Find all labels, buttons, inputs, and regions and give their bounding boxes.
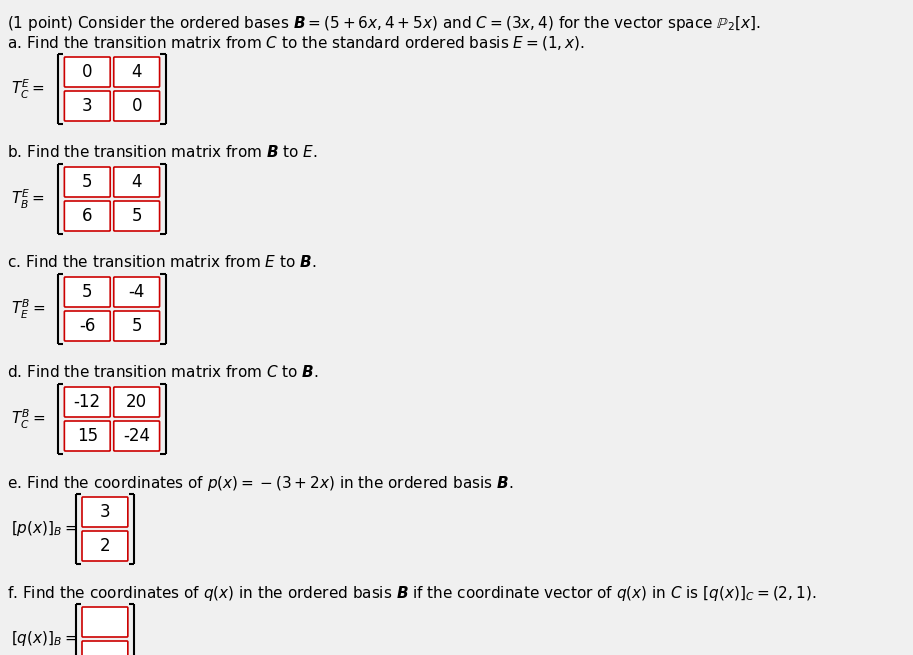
Text: 20: 20 bbox=[126, 393, 147, 411]
FancyBboxPatch shape bbox=[82, 641, 128, 655]
Text: $T_B^E =$: $T_B^E =$ bbox=[11, 187, 45, 211]
FancyBboxPatch shape bbox=[82, 607, 128, 637]
Text: 2: 2 bbox=[100, 537, 110, 555]
FancyBboxPatch shape bbox=[114, 91, 160, 121]
FancyBboxPatch shape bbox=[64, 57, 110, 87]
Text: 6: 6 bbox=[82, 207, 92, 225]
Text: $T_E^B =$: $T_E^B =$ bbox=[11, 297, 45, 320]
Text: $[q(x)]_B =$: $[q(x)]_B =$ bbox=[11, 629, 77, 648]
Text: 5: 5 bbox=[131, 207, 142, 225]
Text: $T_C^B =$: $T_C^B =$ bbox=[11, 407, 45, 430]
FancyBboxPatch shape bbox=[64, 311, 110, 341]
Text: 4: 4 bbox=[131, 63, 142, 81]
Text: 0: 0 bbox=[131, 97, 142, 115]
FancyBboxPatch shape bbox=[114, 311, 160, 341]
FancyBboxPatch shape bbox=[114, 201, 160, 231]
FancyBboxPatch shape bbox=[114, 421, 160, 451]
FancyBboxPatch shape bbox=[82, 531, 128, 561]
Text: 4: 4 bbox=[131, 173, 142, 191]
Text: b. Find the transition matrix from $\boldsymbol{B}$ to $E$.: b. Find the transition matrix from $\bol… bbox=[7, 144, 318, 160]
Text: -4: -4 bbox=[129, 283, 145, 301]
Text: 3: 3 bbox=[82, 97, 92, 115]
FancyBboxPatch shape bbox=[82, 497, 128, 527]
Text: c. Find the transition matrix from $E$ to $\boldsymbol{B}$.: c. Find the transition matrix from $E$ t… bbox=[7, 254, 317, 270]
FancyBboxPatch shape bbox=[64, 387, 110, 417]
Text: (1 point) Consider the ordered bases $\boldsymbol{B} = (5 + 6x, 4 + 5x)$ and $C : (1 point) Consider the ordered bases $\b… bbox=[7, 14, 761, 33]
FancyBboxPatch shape bbox=[64, 91, 110, 121]
Text: f. Find the coordinates of $q(x)$ in the ordered basis $\boldsymbol{B}$ if the c: f. Find the coordinates of $q(x)$ in the… bbox=[7, 584, 816, 603]
FancyBboxPatch shape bbox=[114, 387, 160, 417]
Text: e. Find the coordinates of $p(x) = -(3 + 2x)$ in the ordered basis $\boldsymbol{: e. Find the coordinates of $p(x) = -(3 +… bbox=[7, 474, 513, 493]
Text: 5: 5 bbox=[82, 173, 92, 191]
Text: d. Find the transition matrix from $C$ to $\boldsymbol{B}$.: d. Find the transition matrix from $C$ t… bbox=[7, 364, 319, 380]
Text: -24: -24 bbox=[123, 427, 150, 445]
FancyBboxPatch shape bbox=[64, 201, 110, 231]
Text: $T_C^E =$: $T_C^E =$ bbox=[11, 77, 45, 101]
Text: 0: 0 bbox=[82, 63, 92, 81]
Text: a. Find the transition matrix from $C$ to the standard ordered basis $E = (1, x): a. Find the transition matrix from $C$ t… bbox=[7, 34, 585, 52]
Text: -6: -6 bbox=[79, 317, 96, 335]
Text: $[p(x)]_B =$: $[p(x)]_B =$ bbox=[11, 519, 77, 538]
Text: -12: -12 bbox=[74, 393, 100, 411]
FancyBboxPatch shape bbox=[64, 167, 110, 197]
FancyBboxPatch shape bbox=[64, 277, 110, 307]
FancyBboxPatch shape bbox=[114, 57, 160, 87]
Text: 15: 15 bbox=[77, 427, 98, 445]
Text: 5: 5 bbox=[82, 283, 92, 301]
FancyBboxPatch shape bbox=[64, 421, 110, 451]
FancyBboxPatch shape bbox=[114, 277, 160, 307]
Text: 5: 5 bbox=[131, 317, 142, 335]
FancyBboxPatch shape bbox=[114, 167, 160, 197]
Text: 3: 3 bbox=[100, 503, 110, 521]
